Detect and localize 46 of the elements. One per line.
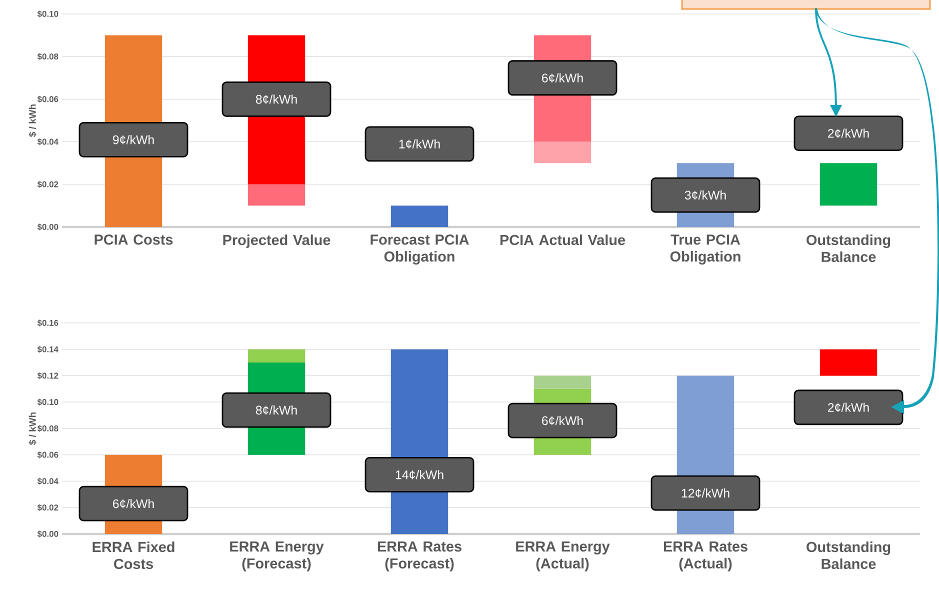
x-tick-label: True PCIA Obligation bbox=[670, 234, 740, 265]
annotation: 9¢/kWh bbox=[112, 135, 154, 144]
y-tick-label: $0.04 bbox=[37, 138, 58, 146]
y-tick-label: $0.10 bbox=[37, 398, 58, 406]
y-tick-label: $0.04 bbox=[37, 478, 58, 485]
y-tick-label: $0.00 bbox=[37, 224, 58, 230]
y-tick-label: $0.14 bbox=[37, 346, 58, 353]
y-tick-label: $0.16 bbox=[37, 320, 58, 326]
x-tick-label: PCIA Actual Value bbox=[500, 234, 626, 246]
y-tick-label: $0.12 bbox=[37, 372, 58, 380]
x-tick-label: Outstanding Balance bbox=[806, 234, 890, 262]
annotation: 8¢/kWh bbox=[256, 94, 297, 104]
annotation: 2¢/kWh bbox=[828, 402, 869, 412]
bar bbox=[820, 349, 878, 376]
x-tick-label: Projected Value bbox=[223, 234, 330, 248]
y-tick-label: $0.08 bbox=[37, 53, 58, 60]
x-tick-label: ERRA Energy (Forecast) bbox=[230, 542, 324, 572]
annotation: 3¢/kWh bbox=[684, 190, 726, 200]
y-tick-label: $0.10 bbox=[37, 10, 58, 18]
x-tick-label: ERRA Rates (Forecast) bbox=[378, 542, 462, 572]
annotation: 6¢/kWh bbox=[542, 73, 583, 82]
y-tick-label: $0.06 bbox=[37, 451, 58, 458]
y-tick-label: $0.06 bbox=[37, 96, 58, 103]
bar bbox=[534, 142, 592, 164]
annotation: 6¢/kWh bbox=[113, 498, 154, 508]
x-tick-label: ERRA Rates (Actual) bbox=[664, 542, 748, 572]
annotation: 14¢/kWh bbox=[396, 470, 444, 480]
x-tick-label: PCIA Costs bbox=[94, 234, 173, 245]
x-tick-label: ERRA Fixed Costs bbox=[92, 542, 174, 570]
y-tick-label: $0.08 bbox=[37, 425, 58, 432]
y-axis-title: $ / kWh bbox=[28, 104, 36, 137]
y-tick-label: $0.02 bbox=[37, 504, 58, 512]
y-axis-title: $ / kWh bbox=[28, 412, 36, 445]
annotation: 6¢/kWh bbox=[542, 416, 583, 426]
y-tick-label: $0.00 bbox=[37, 530, 58, 538]
bar bbox=[390, 206, 448, 227]
bar bbox=[534, 376, 592, 389]
y-tick-label: $0.02 bbox=[37, 180, 58, 188]
x-tick-label: Forecast PCIA Obligation bbox=[370, 234, 469, 265]
annotation: 12¢/kWh bbox=[682, 488, 730, 498]
x-tick-label: ERRA Energy (Actual) bbox=[516, 542, 610, 572]
x-tick-label: Outstanding Balance bbox=[806, 542, 890, 570]
annotation: 1¢/kWh bbox=[399, 139, 440, 149]
annotation: 8¢/kWh bbox=[256, 405, 297, 415]
annotation: 2¢/kWh bbox=[828, 128, 869, 138]
bar bbox=[820, 163, 878, 206]
